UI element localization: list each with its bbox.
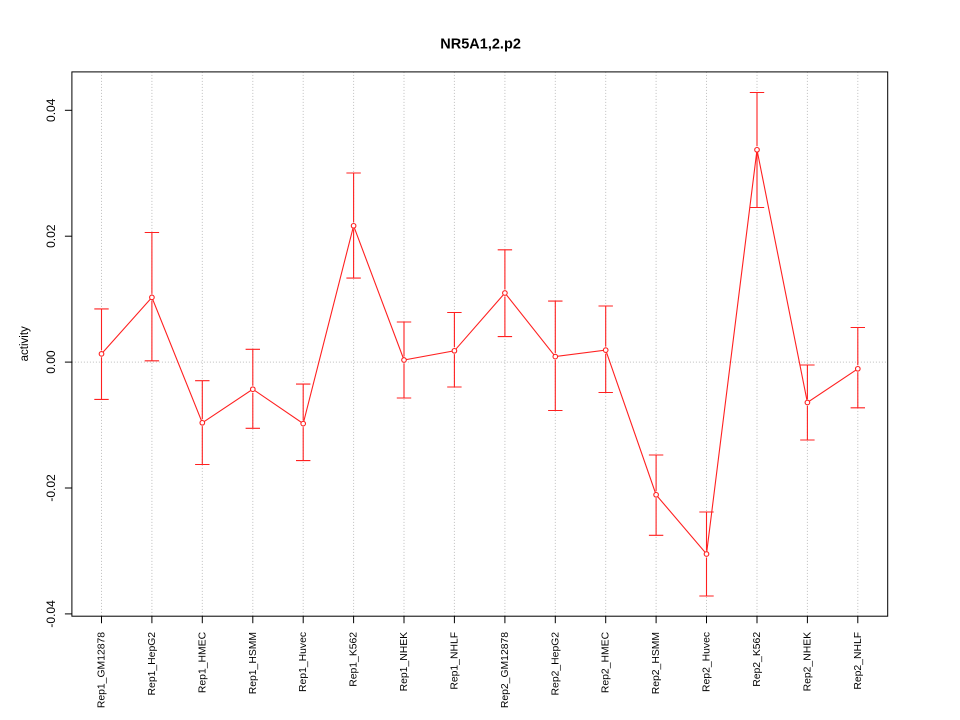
svg-text:Rep2_GM12878: Rep2_GM12878 [500,632,511,708]
svg-text:Rep2_K562: Rep2_K562 [752,632,763,687]
svg-text:Rep1_GM12878: Rep1_GM12878 [97,632,108,708]
svg-text:Rep2_Huvec: Rep2_Huvec [702,632,713,692]
svg-text:-0.02: -0.02 [44,474,58,502]
svg-text:Rep1_HSMM: Rep1_HSMM [248,632,259,694]
svg-text:Rep2_NHLF: Rep2_NHLF [853,632,864,690]
svg-text:Rep2_HMEC: Rep2_HMEC [601,631,612,693]
svg-text:Rep1_NHLF: Rep1_NHLF [449,632,460,690]
svg-text:Rep1_K562: Rep1_K562 [349,632,360,687]
svg-text:Rep1_HMEC: Rep1_HMEC [197,631,208,693]
svg-text:0.02: 0.02 [44,224,58,248]
svg-text:Rep2_NHEK: Rep2_NHEK [802,632,813,692]
svg-text:Rep1_NHEK: Rep1_NHEK [399,632,410,692]
svg-text:Rep1_HepG2: Rep1_HepG2 [147,632,158,696]
svg-text:Rep2_HSMM: Rep2_HSMM [651,632,662,694]
svg-text:0.00: 0.00 [44,350,58,374]
svg-text:activity: activity [19,326,31,361]
svg-text:-0.04: -0.04 [44,600,58,628]
svg-text:Rep1_Huvec: Rep1_Huvec [298,632,309,692]
svg-text:NR5A1,2.p2: NR5A1,2.p2 [440,36,521,52]
svg-text:Rep2_HepG2: Rep2_HepG2 [550,632,561,696]
svg-text:0.04: 0.04 [44,98,58,122]
